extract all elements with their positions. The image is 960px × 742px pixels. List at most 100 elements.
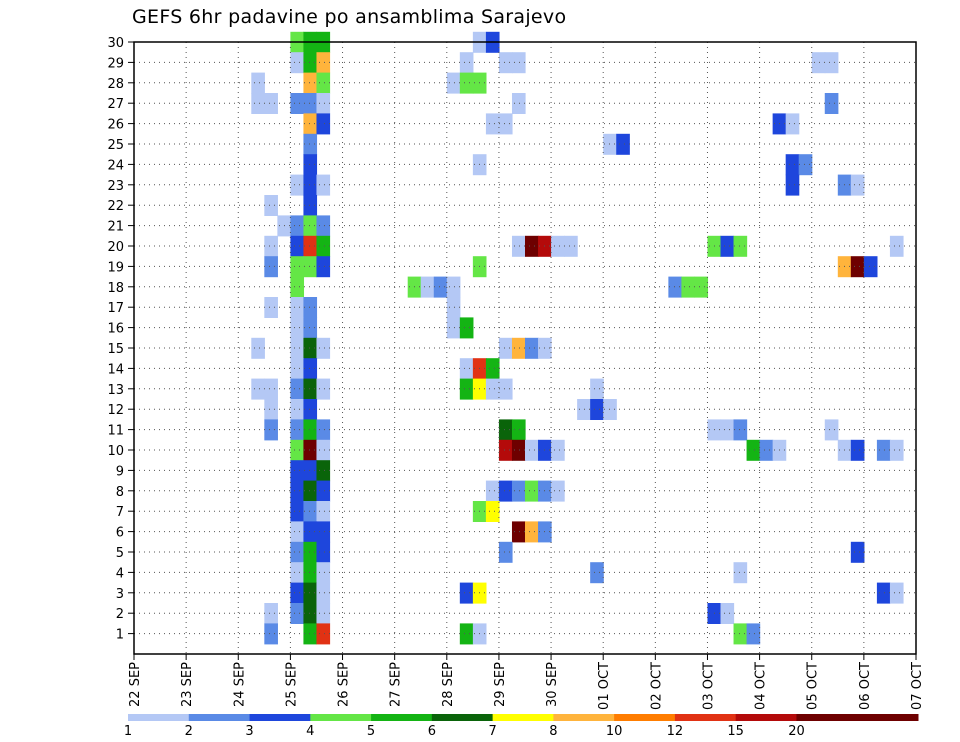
colorbar-swatch <box>796 714 858 721</box>
heatmap-cell <box>290 256 305 278</box>
colorbar-swatch <box>614 714 676 721</box>
heatmap-cell <box>290 541 305 563</box>
heatmap-cell <box>303 480 318 502</box>
y-tick-label: 29 <box>107 56 124 71</box>
heatmap-cell <box>290 439 305 461</box>
colorbar-swatch <box>735 714 797 721</box>
heatmap-cell <box>733 562 748 584</box>
heatmap-cell <box>590 399 604 420</box>
heatmap-cell <box>316 541 331 563</box>
heatmap-cell <box>850 256 865 278</box>
heatmap-cell <box>446 276 461 298</box>
y-tick-label: 16 <box>107 322 124 337</box>
heatmap-cell <box>316 439 331 461</box>
heatmap-cell <box>551 235 565 257</box>
y-tick-label: 21 <box>107 220 124 235</box>
heatmap-cell <box>824 419 839 441</box>
heatmap-cell <box>446 72 461 94</box>
heatmap-cell <box>498 480 513 502</box>
heatmap-cell <box>303 541 318 563</box>
heatmap-cell <box>525 521 539 543</box>
colorbar-label: 15 <box>727 724 744 739</box>
colorbar-swatch <box>188 714 251 721</box>
heatmap-cell <box>525 235 539 257</box>
heatmap-cell <box>290 562 305 584</box>
heatmap-cell <box>316 501 331 522</box>
heatmap-cell <box>316 460 331 482</box>
heatmap-cell <box>511 235 526 257</box>
heatmap-cell <box>264 297 278 318</box>
heatmap-cell <box>290 52 305 74</box>
heatmap-cell <box>290 215 305 237</box>
heatmap-cell <box>485 501 500 522</box>
x-tick-label: 25 SEP <box>284 662 299 707</box>
heatmap-cell <box>303 235 318 257</box>
colorbar-swatch <box>553 714 615 721</box>
heatmap-cell <box>316 174 331 196</box>
heatmap-cell <box>290 317 305 339</box>
heatmap-cell <box>303 562 318 584</box>
heatmap-cell <box>446 317 461 339</box>
heatmap-cell <box>824 93 839 114</box>
heatmap-cell <box>303 174 318 196</box>
y-tick-label: 27 <box>107 97 124 112</box>
x-tick-label: 30 SEP <box>545 662 560 707</box>
heatmap-cell <box>316 256 331 278</box>
heatmap-cell <box>485 480 500 502</box>
y-tick-label: 19 <box>107 260 124 275</box>
heatmap-cell <box>290 582 305 604</box>
heatmap-cell <box>303 358 318 380</box>
heatmap-cell <box>889 439 904 461</box>
heatmap-cell <box>525 337 539 359</box>
heatmap-cell <box>290 521 305 543</box>
heatmap-cell <box>889 235 904 257</box>
heatmap-cell <box>303 297 318 318</box>
heatmap-cell <box>603 133 617 155</box>
y-tick-label: 22 <box>107 199 124 214</box>
x-tick-label: 07 OCT <box>910 662 925 710</box>
x-tick-label: 06 OCT <box>858 662 873 710</box>
heatmap-cell <box>303 154 318 176</box>
heatmap-cell <box>290 419 305 441</box>
heatmap-cell <box>616 133 630 155</box>
heatmap-cell <box>459 582 474 604</box>
colorbar-label: 20 <box>788 724 805 739</box>
x-tick-label: 29 SEP <box>493 662 508 707</box>
y-tick-label: 15 <box>107 342 124 357</box>
heatmap-cell <box>290 174 305 196</box>
heatmap-cell <box>850 439 865 461</box>
heatmap-cell <box>420 276 435 298</box>
heatmap-cell <box>498 378 513 400</box>
colorbar-swatch <box>431 714 494 721</box>
heatmap-cell <box>511 419 526 441</box>
y-tick-label: 3 <box>116 587 124 602</box>
heatmap-cell <box>863 256 878 278</box>
heatmap-cell <box>316 93 331 114</box>
heatmap-cell <box>603 399 617 420</box>
heatmap-cell <box>303 133 318 155</box>
heatmap-cell <box>303 419 318 441</box>
heatmap-cell <box>264 195 278 216</box>
heatmap-cell <box>290 297 305 318</box>
colorbar-label: 10 <box>606 724 623 739</box>
y-tick-label: 24 <box>107 158 124 173</box>
heatmap-cell <box>824 52 839 74</box>
colorbar-swatch <box>371 714 433 721</box>
heatmap-cell <box>303 113 318 135</box>
heatmap-cell <box>551 439 565 461</box>
heatmap-cell <box>720 419 735 441</box>
x-tick-label: 01 OCT <box>597 662 612 710</box>
y-tick-label: 6 <box>116 526 124 541</box>
heatmap-cell <box>316 52 331 74</box>
heatmap-cell <box>251 93 265 114</box>
y-tick-label: 5 <box>116 546 124 561</box>
heatmap-cell <box>316 72 331 94</box>
heatmap-cell <box>290 378 305 400</box>
x-tick-label: 02 OCT <box>649 662 664 710</box>
heatmap-cell <box>459 623 474 645</box>
heatmap-cell <box>746 623 761 645</box>
heatmap-cell <box>459 52 474 74</box>
colorbar-label: 8 <box>549 724 557 739</box>
heatmap-cell <box>316 113 331 135</box>
